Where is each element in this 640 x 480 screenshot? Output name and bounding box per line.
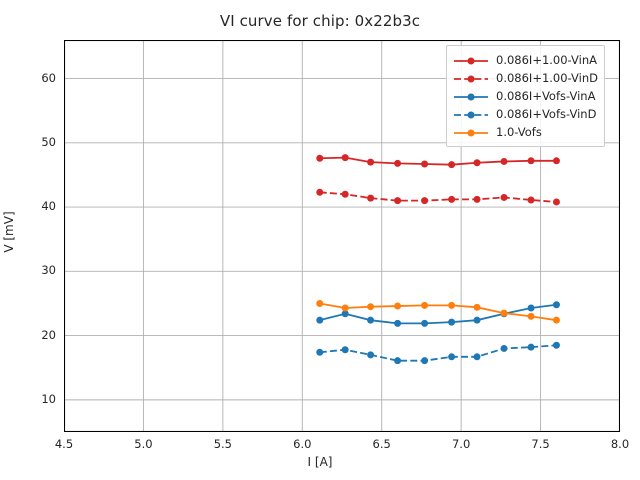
data-point-marker (421, 357, 429, 365)
data-point-marker (473, 159, 481, 167)
legend-line-swatch (453, 53, 489, 67)
data-point-marker (552, 301, 560, 309)
series-line (319, 303, 557, 325)
data-point-marker (448, 301, 456, 309)
data-point-marker (316, 316, 324, 324)
data-point-marker (394, 302, 402, 310)
data-point-marker (552, 198, 560, 206)
data-point-marker (421, 197, 429, 205)
data-series (316, 188, 560, 206)
legend-line-swatch (453, 71, 489, 85)
data-series (316, 154, 560, 169)
legend-item[interactable]: 0.086I+Vofs-VinD (453, 105, 598, 123)
data-point-marker (341, 310, 349, 318)
data-point-marker (448, 195, 456, 203)
data-point-marker (394, 319, 402, 327)
data-point-marker (500, 344, 508, 352)
data-point-marker (552, 157, 560, 165)
data-point-marker (394, 197, 402, 205)
data-point-marker (448, 161, 456, 169)
data-point-marker (527, 196, 535, 204)
data-point-marker (341, 346, 349, 354)
data-point-marker (316, 348, 324, 356)
x-tick-label: 6.0 (293, 437, 312, 451)
data-point-marker (316, 299, 324, 307)
data-series (316, 341, 560, 365)
data-point-marker (367, 316, 375, 324)
data-point-marker (473, 195, 481, 203)
data-point-marker (527, 304, 535, 312)
y-tick-label: 10 (41, 391, 56, 406)
y-tick-label: 40 (41, 199, 56, 214)
data-point-marker (527, 157, 535, 165)
y-tick-label: 50 (41, 134, 56, 149)
data-point-marker (316, 188, 324, 196)
data-point-marker (552, 341, 560, 349)
legend-item[interactable]: 0.086I+1.00-VinA (453, 51, 598, 69)
data-point-marker (367, 303, 375, 311)
data-point-marker (367, 158, 375, 166)
x-tick-label: 5.5 (213, 437, 232, 451)
x-tick-label: 5.0 (134, 437, 153, 451)
data-point-marker (421, 160, 429, 168)
data-point-marker (421, 319, 429, 327)
x-tick-label: 4.5 (54, 437, 74, 451)
series-line (319, 302, 557, 322)
data-point-marker (341, 154, 349, 162)
data-point-marker (552, 316, 560, 324)
data-series (316, 299, 560, 324)
legend-item[interactable]: 1.0-Vofs (453, 123, 598, 141)
data-point-marker (394, 159, 402, 167)
data-point-marker (448, 353, 456, 361)
series-line (319, 156, 557, 166)
data-point-marker (367, 194, 375, 202)
legend-item-label: 0.086I+Vofs-VinD (496, 107, 597, 121)
series-layer (316, 154, 560, 365)
legend-item-label: 0.086I+1.00-VinD (496, 71, 598, 85)
x-tick-label: 7.5 (531, 437, 550, 451)
series-line (319, 191, 557, 203)
legend-item-label: 0.086I+Vofs-VinA (496, 89, 596, 103)
x-axis-label: I [A] (307, 455, 333, 469)
chart-title: VI curve for chip: 0x22b3c (219, 12, 421, 30)
legend-line-swatch (453, 107, 489, 121)
data-point-marker (527, 343, 535, 351)
plot-border (64, 40, 620, 432)
y-axis-label: V [mV] (2, 211, 16, 253)
data-point-marker (473, 353, 481, 361)
data-point-marker (500, 309, 508, 317)
legend-line-swatch (453, 89, 489, 103)
x-tick-label: 6.5 (372, 437, 391, 451)
data-point-marker (527, 312, 535, 320)
y-tick-label: 60 (41, 70, 56, 85)
data-point-marker (316, 154, 324, 162)
legend-item[interactable]: 0.086I+1.00-VinD (453, 69, 598, 87)
legend-item-label: 0.086I+1.00-VinA (496, 53, 597, 67)
y-tick-label: 20 (41, 327, 56, 342)
data-point-marker (473, 316, 481, 324)
legend-item-label: 1.0-Vofs (496, 125, 542, 139)
data-point-marker (341, 190, 349, 198)
x-tick-label: 7.0 (451, 437, 471, 451)
data-point-marker (367, 351, 375, 359)
legend-line-swatch (453, 125, 489, 139)
y-tick-label: 30 (41, 263, 56, 278)
data-point-marker (473, 303, 481, 311)
data-point-marker (394, 357, 402, 365)
data-point-marker (448, 318, 456, 326)
legend-item[interactable]: 0.086I+Vofs-VinA (453, 87, 598, 105)
data-point-marker (500, 193, 508, 201)
legend: 0.086I+1.00-VinA 0.086I+1.00-VinD 0.086I+V… (446, 45, 605, 147)
x-tick-label: 8.0 (610, 437, 630, 451)
data-point-marker (421, 301, 429, 309)
data-point-marker (341, 304, 349, 312)
data-point-marker (500, 157, 508, 165)
series-line (319, 344, 557, 362)
